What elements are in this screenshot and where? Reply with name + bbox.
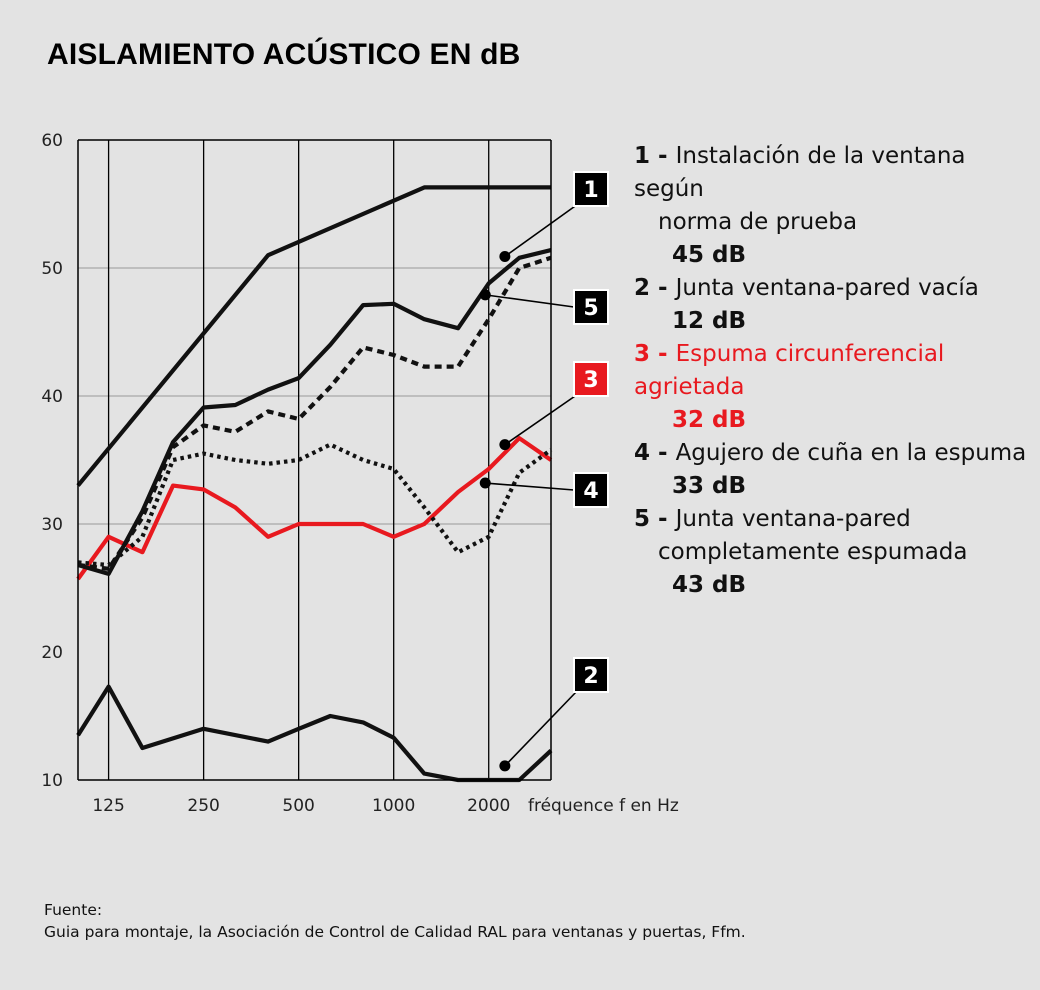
- source-text: Guia para montaje, la Asociación de Cont…: [44, 923, 746, 941]
- legend-item-1: 1 - Instalación de la ventana según norma…: [634, 140, 1034, 272]
- y-tick-label-60: 60: [41, 131, 63, 151]
- series-line-3: [76, 436, 553, 581]
- callout-dot-5: [479, 289, 491, 301]
- callout-box-2: [573, 657, 609, 693]
- legend-line-3: 3 - Espuma circunferencial agrietada: [634, 338, 1034, 404]
- callout-dot-4: [479, 477, 491, 489]
- legend-number-2: 2 -: [634, 275, 676, 301]
- callout-box-4: [573, 472, 609, 508]
- source-note: Fuente: Guia para montaje, la Asociación…: [44, 899, 746, 943]
- legend-value-1: 45 dB: [672, 242, 747, 268]
- chart-title: AISLAMIENTO ACÚSTICO EN dB: [47, 38, 521, 71]
- legend-item-2: 2 - Junta ventana-pared vacía 12 dB: [634, 272, 1034, 338]
- series-lines: [76, 185, 553, 783]
- series-line-extra-5: [77, 248, 552, 577]
- callout-leader-5: [485, 294, 575, 308]
- legend-number-1: 1 -: [634, 143, 676, 169]
- callout-dot-1: [499, 250, 511, 262]
- callout-label-3: 3: [583, 368, 598, 393]
- callout-label-2: 2: [583, 664, 598, 689]
- legend-value-3: 32 dB: [672, 407, 747, 433]
- legend-line-4: 4 - Agujero de cuña en la espuma: [634, 437, 1034, 470]
- series-line-2: [76, 684, 553, 783]
- x-tick-label-2000: 2000: [467, 796, 510, 816]
- y-tick-label-50: 50: [41, 259, 63, 279]
- callout-leader-4: [485, 482, 575, 491]
- x-tick-label-250: 250: [187, 796, 219, 816]
- series-line-5: [77, 255, 552, 571]
- callout-label-4: 4: [583, 479, 598, 504]
- legend-line-1: 1 - Instalación de la ventana según: [634, 140, 1034, 206]
- grid: [78, 140, 551, 780]
- x-tick-label-500: 500: [282, 796, 314, 816]
- series-line-1: [76, 185, 551, 487]
- callout-box-5: [573, 289, 609, 325]
- callout-label-1: 1: [583, 178, 598, 203]
- legend-line-5: 5 - Junta ventana-pared: [634, 503, 1034, 536]
- legend-line-2: 2 - Junta ventana-pared vacía: [634, 272, 1034, 305]
- legend-number-5: 5 -: [634, 506, 676, 532]
- legend-value-2: 12 dB: [672, 308, 747, 334]
- source-label: Fuente:: [44, 901, 103, 919]
- legend-text-3: Espuma circunferencial agrietada: [634, 341, 945, 400]
- legend-text-5: Junta ventana-pared: [675, 506, 911, 532]
- legend-number-3: 3 -: [634, 341, 676, 367]
- callout-dot-3: [499, 439, 511, 451]
- callout-label-5: 5: [583, 296, 598, 321]
- y-tick-label-30: 30: [41, 515, 63, 535]
- legend-text2-5: completamente espumada: [658, 539, 968, 565]
- callout-leader-2: [504, 689, 579, 767]
- legend-value-4: 33 dB: [672, 473, 747, 499]
- legend-text-1: Instalación de la ventana según: [634, 143, 966, 202]
- callouts: 1 2 3 4 5: [479, 171, 609, 772]
- y-tick-label-40: 40: [41, 387, 63, 407]
- legend-text2-1: norma de prueba: [658, 209, 858, 235]
- series-line-4: [77, 442, 553, 568]
- callout-dot-2: [499, 760, 511, 772]
- callout-box-1: [573, 171, 609, 207]
- callout-leader-1: [504, 203, 579, 258]
- legend-item-5: 5 - Junta ventana-pared completamente esp…: [634, 503, 1034, 602]
- y-tick-label-20: 20: [41, 643, 63, 663]
- legend-item-4: 4 - Agujero de cuña en la espuma 33 dB: [634, 437, 1034, 503]
- legend-number-4: 4 -: [634, 440, 676, 466]
- legend: 1 - Instalación de la ventana según norma…: [634, 140, 1034, 602]
- legend-item-3: 3 - Espuma circunferencial agrietada 32 d…: [634, 338, 1034, 437]
- callout-leader-3: [504, 393, 579, 446]
- callout-box-3: [573, 361, 609, 397]
- legend-text-4: Agujero de cuña en la espuma: [675, 440, 1027, 466]
- legend-text-2: Junta ventana-pared vacía: [675, 275, 979, 301]
- y-tick-label-10: 10: [41, 771, 63, 791]
- x-tick-label-125: 125: [92, 796, 124, 816]
- x-tick-label-1000: 1000: [372, 796, 415, 816]
- legend-value-5: 43 dB: [672, 572, 747, 598]
- x-axis-label: fréquence f en Hz: [528, 796, 679, 816]
